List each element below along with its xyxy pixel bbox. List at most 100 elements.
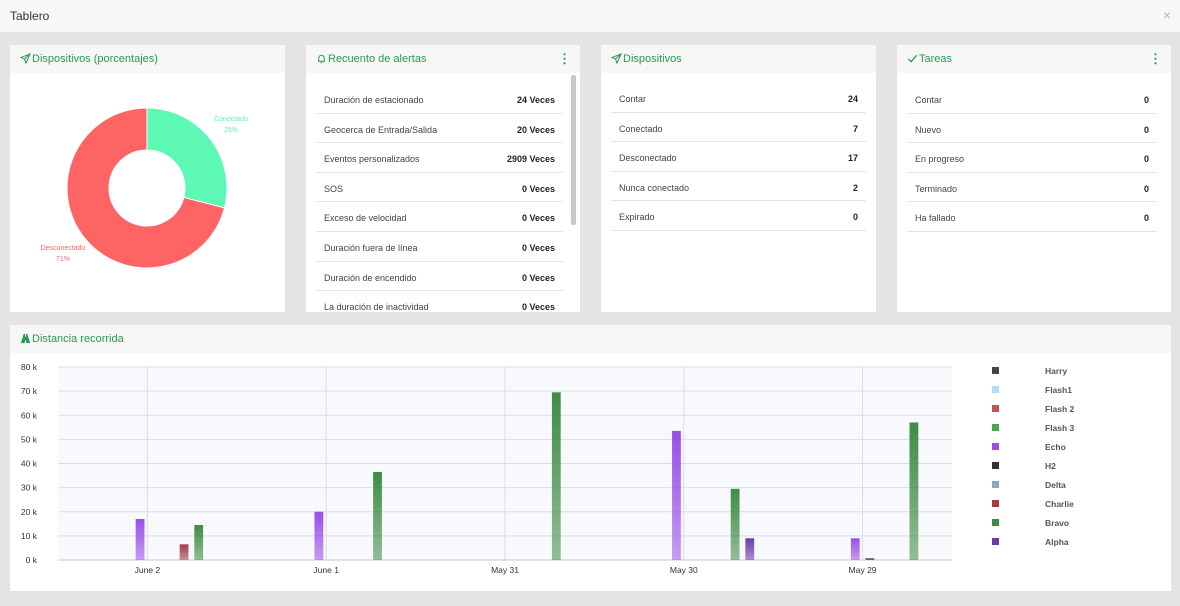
list-item: Eventos personalizados 2909 Veces bbox=[316, 143, 563, 173]
panel-header: Dispositivos (porcentajes) bbox=[10, 45, 285, 73]
list-item: En progreso 0 bbox=[907, 143, 1157, 173]
legend-swatch bbox=[992, 424, 999, 431]
legend-item[interactable]: Bravo bbox=[990, 516, 1110, 530]
legend-item[interactable]: Flash1 bbox=[990, 383, 1110, 397]
more-options-icon[interactable]: ⋮ bbox=[1149, 51, 1162, 66]
legend-item[interactable]: Echo bbox=[990, 440, 1110, 454]
row-value: 24 Veces bbox=[516, 95, 555, 105]
legend-label: Bravo bbox=[1045, 518, 1070, 528]
more-options-icon[interactable]: ⋮ bbox=[558, 51, 571, 66]
legend-swatch bbox=[992, 519, 999, 526]
scrollbar[interactable] bbox=[571, 75, 576, 225]
row-value: 17 bbox=[847, 153, 858, 164]
row-label: Terminado bbox=[915, 183, 958, 194]
list-item: Geocerca de Entrada/Salida 20 Veces bbox=[316, 114, 563, 144]
tasks-panel: Tareas ⋮ Contar 0 Nuevo 0 En progreso 0 Ter… bbox=[897, 45, 1171, 312]
list-item: Nunca conectado 2 bbox=[611, 172, 866, 202]
legend-item[interactable]: Charlie bbox=[990, 497, 1110, 511]
legend-item[interactable]: Alpha bbox=[990, 535, 1110, 549]
row-label: Contar bbox=[619, 94, 647, 104]
alerts-list: Duración de estacionado 24 Veces Geocerca… bbox=[316, 84, 563, 312]
panel-title: Distancia recorrida bbox=[32, 333, 124, 345]
donut-slice-desconectado[interactable] bbox=[66, 107, 226, 269]
legend-label: H2 bbox=[1045, 461, 1056, 471]
legend-swatch bbox=[992, 500, 999, 507]
donut-slice-conectado[interactable] bbox=[146, 107, 228, 209]
list-item: Contar 0 bbox=[907, 84, 1157, 114]
row-value: 7 bbox=[852, 123, 858, 134]
row-label: Desconectado bbox=[619, 153, 677, 164]
row-label: Contar bbox=[915, 95, 943, 105]
close-icon[interactable]: × bbox=[1162, 7, 1171, 23]
devices-list: Contar 24 Conectado 7 Desconectado 17 Nunca… bbox=[611, 83, 866, 231]
legend-item[interactable]: Flash 2 bbox=[990, 402, 1110, 416]
send-icon bbox=[611, 53, 622, 64]
legend-label: Harry bbox=[1045, 366, 1068, 376]
row-label: Duración de encendido bbox=[324, 272, 417, 283]
row-label: Nunca conectado bbox=[619, 182, 690, 193]
row-value: 0 bbox=[1143, 124, 1149, 135]
row-value: 0 Veces bbox=[521, 302, 555, 312]
list-item: La duración de inactividad 0 Veces bbox=[316, 291, 563, 312]
row-label: Duración de estacionado bbox=[324, 95, 424, 105]
row-value: 0 bbox=[852, 212, 858, 223]
legend-swatch bbox=[992, 386, 999, 393]
list-item: Desconectado 17 bbox=[611, 142, 866, 172]
row-label: Expirado bbox=[619, 212, 655, 223]
legend-label: Flash 2 bbox=[1045, 404, 1075, 414]
legend-label: Charlie bbox=[1045, 499, 1074, 509]
row-label: Ha fallado bbox=[915, 213, 956, 224]
row-value: 0 bbox=[1143, 95, 1149, 105]
list-item: SOS 0 Veces bbox=[316, 173, 563, 203]
legend-swatch bbox=[992, 405, 999, 412]
row-label: Duración fuera de línea bbox=[324, 242, 418, 253]
list-item: Exceso de velocidad 0 Veces bbox=[316, 202, 563, 232]
row-value: 20 Veces bbox=[516, 124, 555, 135]
row-label: Nuevo bbox=[915, 124, 942, 135]
row-label: Eventos personalizados bbox=[324, 154, 420, 165]
list-item: Duración fuera de línea 0 Veces bbox=[316, 232, 563, 262]
panel-header: Distancia recorrida bbox=[10, 325, 1171, 353]
legend-swatch bbox=[992, 443, 999, 450]
list-item: Duración de encendido 0 Veces bbox=[316, 262, 563, 292]
legend-item[interactable]: H2 bbox=[990, 459, 1110, 473]
row-label: SOS bbox=[324, 183, 344, 194]
panel-header: Recuento de alertas ⋮ bbox=[306, 45, 580, 73]
panel-title: Tareas bbox=[919, 53, 953, 65]
legend-swatch bbox=[992, 481, 999, 488]
row-value: 0 Veces bbox=[521, 242, 555, 253]
row-label: La duración de inactividad bbox=[324, 302, 429, 312]
legend-swatch bbox=[992, 367, 999, 374]
list-item: Terminado 0 bbox=[907, 173, 1157, 203]
legend-item[interactable]: Harry bbox=[990, 364, 1110, 378]
legend-item[interactable]: Flash 3 bbox=[990, 421, 1110, 435]
row-value: 0 Veces bbox=[521, 272, 555, 283]
row-value: 0 bbox=[1143, 183, 1149, 194]
row-value: 24 bbox=[847, 94, 858, 104]
legend-label: Alpha bbox=[1045, 537, 1069, 547]
row-label: Geocerca de Entrada/Salida bbox=[324, 124, 438, 135]
list-item: Ha fallado 0 bbox=[907, 202, 1157, 232]
bell-icon bbox=[317, 54, 326, 64]
list-item: Contar 24 bbox=[611, 83, 866, 113]
panel-header: Tareas ⋮ bbox=[897, 45, 1171, 73]
row-value: 0 Veces bbox=[521, 183, 555, 194]
row-label: Exceso de velocidad bbox=[324, 213, 407, 224]
row-value: 2 bbox=[852, 182, 858, 193]
list-item: Expirado 0 bbox=[611, 201, 866, 231]
panel-header: Dispositivos bbox=[601, 45, 876, 73]
legend-label: Delta bbox=[1045, 480, 1066, 490]
check-icon bbox=[907, 54, 918, 63]
row-value: 0 bbox=[1143, 154, 1149, 165]
legend-label: Flash1 bbox=[1045, 385, 1072, 395]
legend-item[interactable]: Delta bbox=[990, 478, 1110, 492]
list-item: Nuevo 0 bbox=[907, 114, 1157, 144]
road-icon bbox=[20, 333, 31, 344]
legend-label: Flash 3 bbox=[1045, 423, 1075, 433]
row-value: 0 Veces bbox=[521, 213, 555, 224]
top-bar: Tablero × bbox=[0, 0, 1180, 33]
devices-percent-panel: Dispositivos (porcentajes) Conectado 29%… bbox=[10, 45, 285, 312]
row-label: En progreso bbox=[915, 154, 965, 165]
legend-label: Echo bbox=[1045, 442, 1066, 452]
send-icon bbox=[20, 53, 31, 64]
